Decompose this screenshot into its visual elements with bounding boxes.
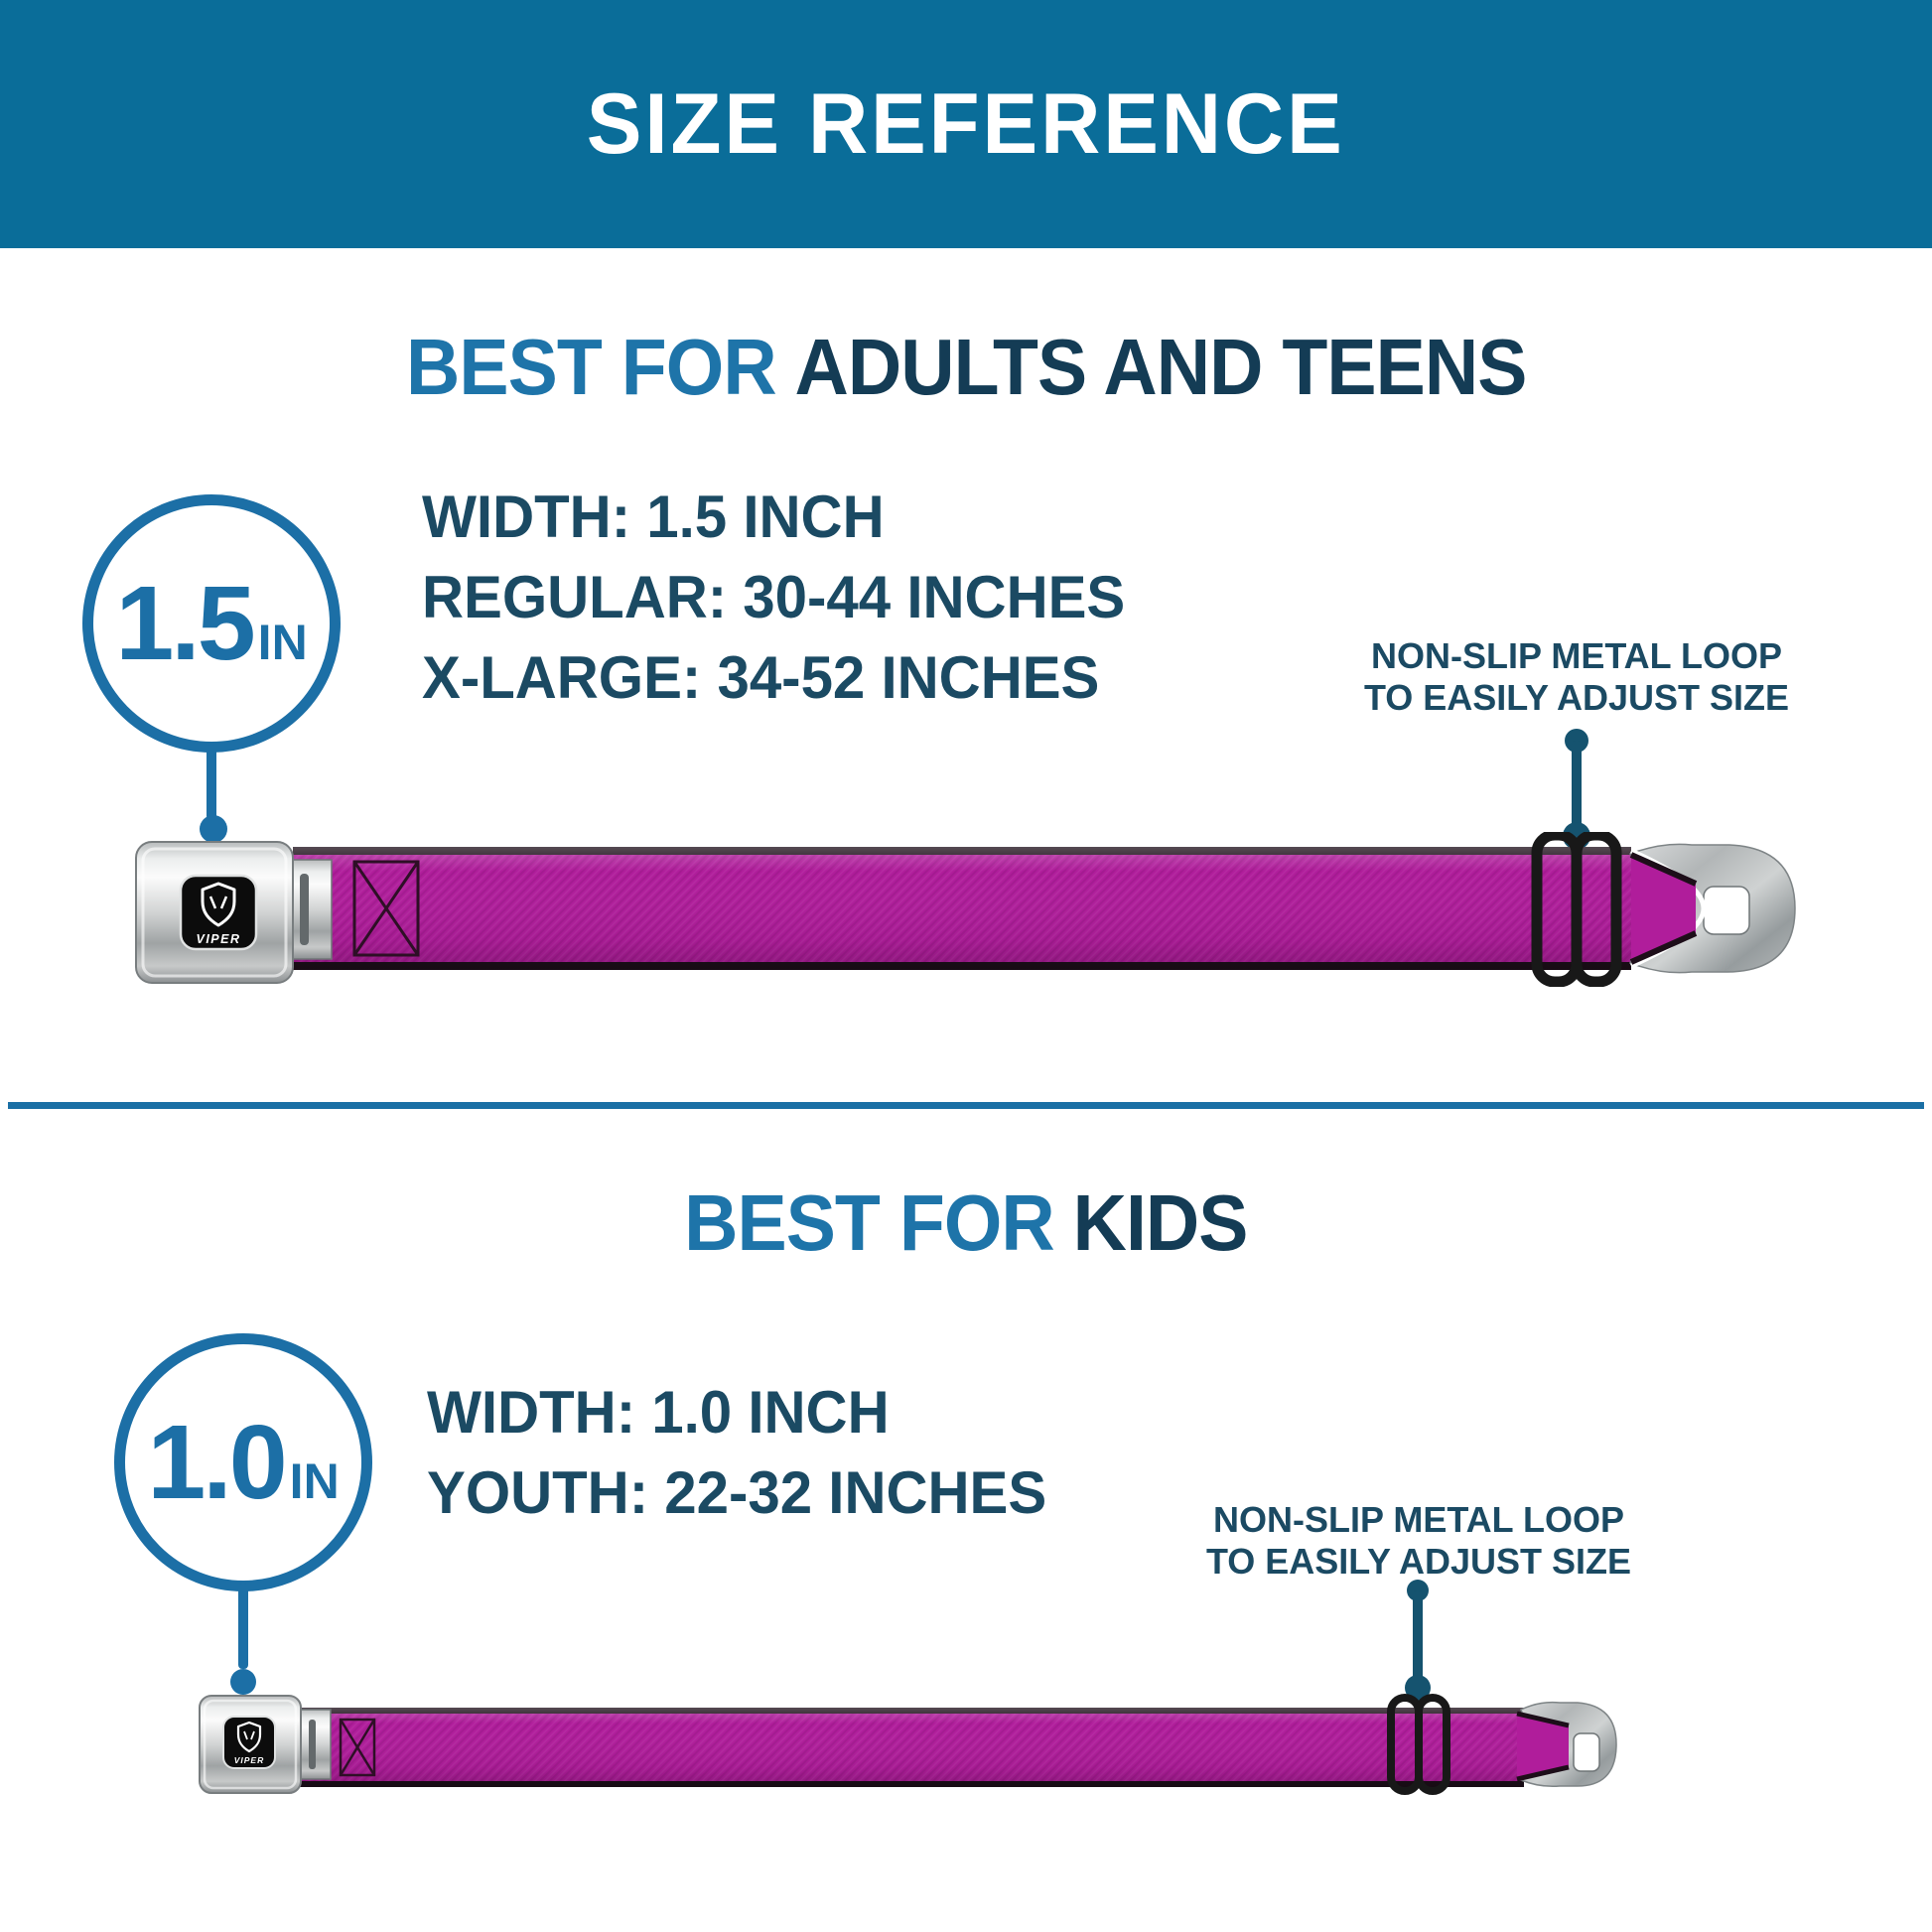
heading-prefix: BEST FOR bbox=[684, 1178, 1055, 1267]
size-badge-1-0in: 1.0 IN bbox=[114, 1333, 372, 1591]
heading-rest: ADULTS AND TEENS bbox=[794, 323, 1527, 411]
callout-line: TO EASILY ADJUST SIZE bbox=[1363, 677, 1790, 718]
metal-loop-callout-adults: NON-SLIP METAL LOOP TO EASILY ADJUST SIZ… bbox=[1364, 635, 1789, 719]
buckle-face bbox=[179, 874, 258, 951]
buckle-face bbox=[222, 1716, 276, 1769]
viper-logo-icon bbox=[236, 1721, 262, 1753]
size-badge-1-5in: 1.5 IN bbox=[82, 494, 341, 753]
section-heading-kids: BEST FOR KIDS bbox=[0, 1177, 1932, 1269]
callout-line: NON-SLIP METAL LOOP bbox=[1212, 1499, 1625, 1540]
webbing-strap bbox=[293, 847, 1631, 970]
buckle-logo-text: VIPER bbox=[234, 1755, 265, 1765]
size-value: 1.0 bbox=[147, 1404, 287, 1521]
latch-hole bbox=[1573, 1732, 1600, 1772]
buckle-logo-text: VIPER bbox=[196, 932, 240, 946]
webbing-tip bbox=[1629, 848, 1707, 969]
spec-list-adults: WIDTH: 1.5 INCH REGULAR: 30-44 INCHES X-… bbox=[422, 477, 1125, 718]
callout-pointer-line bbox=[1572, 741, 1582, 830]
belt-illustration-kids: VIPER bbox=[199, 1694, 1617, 1795]
badge-pointer-dot bbox=[200, 815, 227, 843]
callout-pointer-line bbox=[1413, 1590, 1423, 1682]
spec-list-kids: WIDTH: 1.0 INCH YOUTH: 22-32 INCHES bbox=[427, 1372, 1046, 1533]
section-heading-adults: BEST FOR ADULTS AND TEENS bbox=[0, 322, 1932, 413]
badge-pointer-line bbox=[207, 745, 216, 820]
badge-pointer-line bbox=[238, 1584, 248, 1669]
metal-loop-slider bbox=[1387, 1694, 1450, 1795]
metal-loop-slider bbox=[1531, 832, 1622, 987]
spec-line: YOUTH: 22-32 INCHES bbox=[427, 1459, 1047, 1526]
banner: SIZE REFERENCE bbox=[0, 0, 1932, 248]
seatbelt-buckle: VIPER bbox=[135, 841, 333, 984]
section-divider bbox=[8, 1102, 1924, 1109]
viper-logo-icon bbox=[201, 882, 236, 927]
size-value: 1.5 bbox=[115, 565, 255, 682]
page-title: SIZE REFERENCE bbox=[587, 75, 1345, 172]
size-unit: IN bbox=[289, 1453, 340, 1509]
latch-hole bbox=[1703, 886, 1750, 935]
seatbelt-buckle: VIPER bbox=[199, 1695, 332, 1794]
size-unit: IN bbox=[257, 615, 308, 670]
spec-line: WIDTH: 1.5 INCH bbox=[422, 483, 885, 550]
heading-prefix: BEST FOR bbox=[405, 323, 777, 411]
box-x-stitch bbox=[339, 1718, 376, 1777]
heading-rest: KIDS bbox=[1072, 1178, 1249, 1267]
spec-line: WIDTH: 1.0 INCH bbox=[427, 1379, 890, 1446]
spec-line: X-LARGE: 34-52 INCHES bbox=[422, 644, 1100, 711]
metal-loop-callout-kids: NON-SLIP METAL LOOP TO EASILY ADJUST SIZ… bbox=[1206, 1499, 1631, 1583]
badge-pointer-dot bbox=[230, 1669, 256, 1695]
callout-line: TO EASILY ADJUST SIZE bbox=[1205, 1541, 1632, 1582]
spec-line: REGULAR: 30-44 INCHES bbox=[422, 564, 1126, 630]
webbing-tip bbox=[1516, 1711, 1570, 1782]
belt-illustration-adults: VIPER bbox=[135, 832, 1796, 987]
box-x-stitch bbox=[352, 860, 420, 957]
webbing-strap bbox=[293, 1708, 1524, 1787]
callout-line: NON-SLIP METAL LOOP bbox=[1370, 635, 1783, 676]
